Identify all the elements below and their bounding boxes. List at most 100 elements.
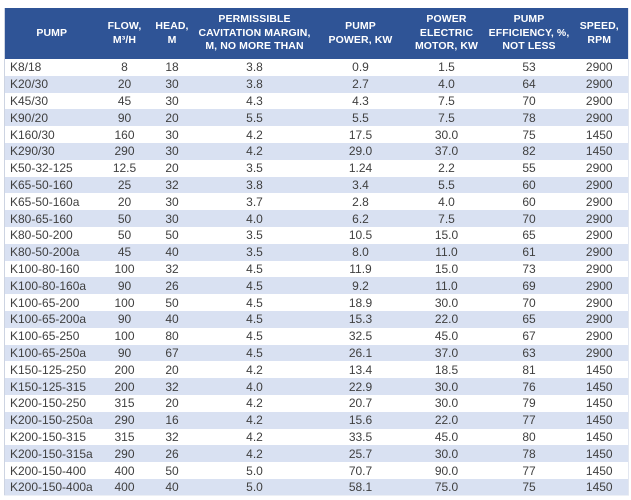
- value-cell: 290: [114, 413, 135, 428]
- value-cell: 2.7: [352, 77, 369, 92]
- table-row: K200-150-315 315 32 4.2 33.5 45.0 80 1450: [4, 428, 629, 446]
- pump-name-cell: K100-65-200: [10, 295, 80, 310]
- table-row: K200-150-315a 290 26 4.2 25.7 30.0 78 1450: [4, 445, 629, 463]
- value-cell: 75: [522, 127, 536, 142]
- value-cell: 5.5: [352, 110, 369, 125]
- value-cell: 2.2: [438, 161, 455, 176]
- value-cell: 4.2: [246, 446, 263, 461]
- value-cell: 17.5: [348, 127, 373, 142]
- value-cell: 7.5: [438, 211, 455, 226]
- value-cell: 4.0: [246, 211, 263, 226]
- value-cell: 22.9: [348, 379, 373, 394]
- value-cell: 33.5: [348, 429, 373, 444]
- value-cell: 200: [114, 362, 135, 377]
- value-cell: 70: [522, 211, 536, 226]
- value-cell: 4.3: [246, 93, 263, 108]
- value-cell: 70.7: [348, 463, 373, 478]
- value-cell: 5.0: [246, 463, 263, 478]
- value-cell: 1450: [585, 144, 613, 159]
- value-cell: 70: [522, 295, 536, 310]
- value-cell: 2.8: [352, 194, 369, 209]
- value-cell: 32: [165, 177, 179, 192]
- value-cell: 25.7: [348, 446, 373, 461]
- value-cell: 45.0: [434, 329, 459, 344]
- value-cell: 3.8: [246, 60, 263, 75]
- value-cell: 3.4: [352, 177, 369, 192]
- value-cell: 3.5: [246, 245, 263, 260]
- value-cell: 75: [522, 480, 536, 495]
- column-header: PERMISSIBLE CAVITATION MARGIN, M, NO MOR…: [193, 8, 316, 59]
- value-cell: 32: [165, 429, 179, 444]
- value-cell: 3.5: [246, 228, 263, 243]
- value-cell: 60: [522, 177, 536, 192]
- value-cell: 4.5: [246, 278, 263, 293]
- value-cell: 5.5: [246, 110, 263, 125]
- value-cell: 82: [522, 144, 536, 159]
- column-header: PUMP: [4, 8, 99, 59]
- value-cell: 1450: [585, 396, 613, 411]
- value-cell: 7.5: [438, 93, 455, 108]
- value-cell: 3.8: [246, 177, 263, 192]
- column-header: PUMP POWER, KW: [315, 8, 406, 59]
- value-cell: 4.2: [246, 127, 263, 142]
- value-cell: 30: [165, 211, 179, 226]
- pump-name-cell: K200-150-315: [10, 429, 87, 444]
- table-row: K160/30 160 30 4.2 17.5 30.0 75 1450: [4, 126, 629, 143]
- value-cell: 75.0: [434, 480, 459, 495]
- value-cell: 64: [522, 77, 536, 92]
- pump-name-cell: K160/30: [10, 127, 55, 142]
- value-cell: 55: [522, 161, 536, 176]
- value-cell: 30.0: [434, 396, 459, 411]
- table-row: K50-32-125 12.5 20 3.5 1.24 2.2 55 2900: [4, 159, 629, 177]
- table-row: K45/30 45 30 4.3 4.3 7.5 70 2900: [4, 92, 629, 110]
- value-cell: 9.2: [352, 278, 369, 293]
- value-cell: 1.5: [438, 60, 455, 75]
- value-cell: 4.2: [246, 144, 263, 159]
- value-cell: 290: [114, 144, 135, 159]
- value-cell: 40: [165, 480, 179, 495]
- table-row: K100-80-160 100 32 4.5 11.9 15.0 73 2900: [4, 260, 629, 278]
- value-cell: 2900: [585, 77, 613, 92]
- pump-name-cell: K100-80-160a: [10, 278, 87, 293]
- value-cell: 53: [522, 60, 536, 75]
- value-cell: 65: [522, 312, 536, 327]
- value-cell: 1450: [585, 379, 613, 394]
- value-cell: 3.7: [246, 194, 263, 209]
- table-row: K100-65-200a 90 40 4.5 15.3 22.0 65 2900: [4, 310, 629, 328]
- value-cell: 2900: [585, 211, 613, 226]
- value-cell: 2900: [585, 278, 613, 293]
- value-cell: 2900: [585, 194, 613, 209]
- table-row: K65-50-160a 20 30 3.7 2.8 4.0 60 2900: [4, 193, 629, 211]
- column-header: FLOW, M³/H: [98, 8, 151, 59]
- pump-name-cell: K65-50-160a: [10, 194, 80, 209]
- value-cell: 100: [114, 261, 135, 276]
- value-cell: 18.9: [348, 295, 373, 310]
- table-row: K100-80-160a 90 26 4.5 9.2 11.0 69 2900: [4, 277, 629, 295]
- value-cell: 78: [522, 446, 536, 461]
- value-cell: 37.0: [434, 345, 459, 360]
- value-cell: 290: [114, 446, 135, 461]
- value-cell: 70: [522, 93, 536, 108]
- pump-spec-table: PUMP FLOW, M³/H HEAD, M PERMISSIBLE CAVITAT…: [4, 8, 629, 497]
- value-cell: 11.9: [349, 261, 372, 276]
- value-cell: 2900: [585, 93, 613, 108]
- value-cell: 20: [117, 194, 132, 209]
- value-cell: 67: [522, 329, 536, 344]
- value-cell: 2900: [585, 295, 613, 310]
- value-cell: 77: [522, 413, 536, 428]
- value-cell: 400: [114, 480, 135, 495]
- pump-name-cell: K200-150-400a: [10, 480, 93, 495]
- value-cell: 69: [522, 278, 536, 293]
- value-cell: 18.5: [434, 362, 459, 377]
- pump-spec-table-container: PUMP FLOW, M³/H HEAD, M PERMISSIBLE CAVITAT…: [4, 8, 629, 497]
- value-cell: 30: [165, 93, 179, 108]
- pump-name-cell: K45/30: [10, 93, 49, 108]
- value-cell: 80: [522, 429, 536, 444]
- value-cell: 1450: [585, 362, 613, 377]
- value-cell: 2900: [585, 177, 613, 192]
- table-row: K150-125-315 200 32 4.0 22.9 30.0 76 1450: [4, 378, 629, 395]
- value-cell: 8.0: [352, 245, 369, 260]
- value-cell: 1450: [585, 127, 613, 142]
- value-cell: 2900: [585, 110, 613, 125]
- value-cell: 50: [117, 228, 132, 243]
